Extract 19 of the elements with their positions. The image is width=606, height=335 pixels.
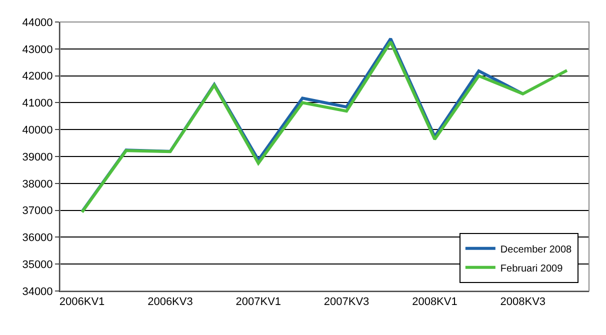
y-tick-label: 40000 — [22, 124, 53, 136]
x-tick-label: 2007KV1 — [236, 296, 282, 308]
y-tick-label: 34000 — [22, 286, 53, 298]
y-tick-label: 35000 — [22, 258, 53, 271]
y-tick-label: 42000 — [22, 70, 53, 83]
x-tick-label: 2006KV3 — [148, 296, 193, 308]
x-tick-label: 2007KV3 — [324, 296, 370, 308]
legend-label: Februari 2009 — [500, 263, 564, 274]
x-tick-label: 2008KV1 — [412, 296, 458, 308]
y-tick-label: 44000 — [22, 16, 53, 29]
y-tick-label: 36000 — [22, 232, 53, 244]
y-tick-label: 39000 — [22, 151, 53, 164]
y-tick-label: 43000 — [22, 44, 53, 56]
y-tick-label: 41000 — [22, 98, 53, 110]
x-tick-label: 2006KV1 — [59, 296, 105, 308]
y-tick-label: 38000 — [22, 178, 53, 190]
legend-label: December 2008 — [500, 244, 572, 256]
y-tick-label: 37000 — [22, 205, 53, 218]
x-tick-label: 2008KV3 — [500, 296, 546, 308]
